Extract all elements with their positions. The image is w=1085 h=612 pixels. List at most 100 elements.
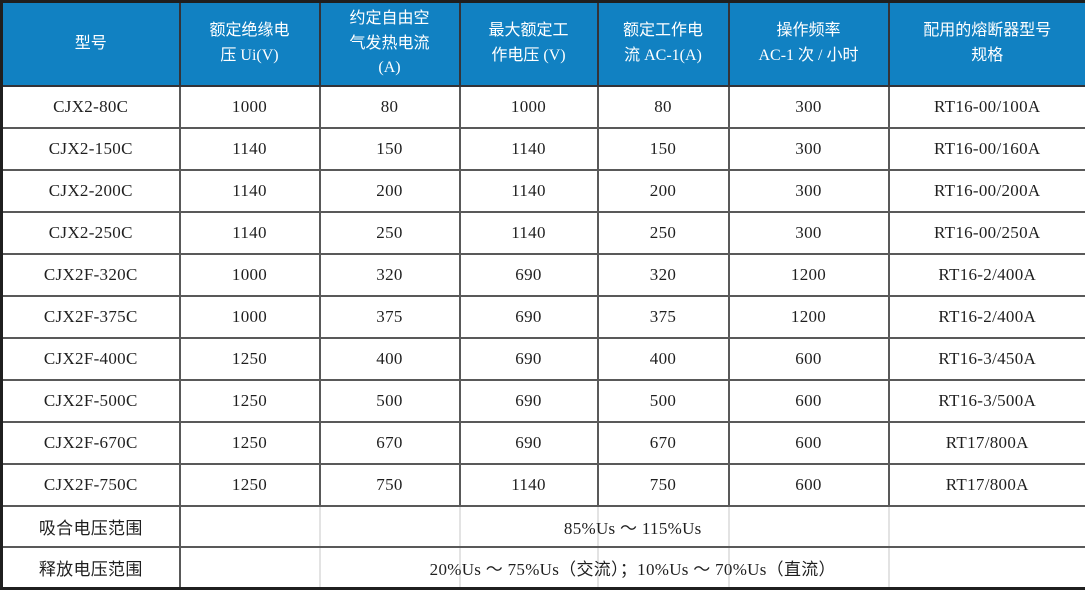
table-cell: 1000 <box>458 85 599 129</box>
faint-column-divider <box>596 508 599 545</box>
cell-fuse: RT16-00/200A <box>887 169 1085 213</box>
table-row: CJX2F-750C 1250 750 1140 750 600 RT17/80… <box>0 463 1085 507</box>
table-cell: 1250 <box>178 379 321 423</box>
table-cell: 375 <box>596 295 730 339</box>
faint-column-divider <box>887 548 890 587</box>
cell-fuse: RT16-00/100A <box>887 85 1085 129</box>
table-cell: 670 <box>318 421 461 465</box>
cell-model: CJX2F-500C <box>0 379 181 423</box>
faint-column-divider <box>887 508 890 545</box>
faint-column-divider <box>318 548 321 587</box>
contactor-spec-table: 型号 额定绝缘电 压 Ui(V) 约定自由空 气发热电流 (A) 最大额定工 作… <box>0 0 1085 590</box>
table-row: CJX2-80C 1000 80 1000 80 300 RT16-00/100… <box>0 85 1085 129</box>
cell-fuse: RT16-3/450A <box>887 337 1085 381</box>
table-cell: 690 <box>458 379 599 423</box>
table-cell: 750 <box>318 463 461 507</box>
cell-model: CJX2-150C <box>0 127 181 171</box>
table-row: CJX2F-320C 1000 320 690 320 1200 RT16-2/… <box>0 253 1085 297</box>
table-cell: 400 <box>596 337 730 381</box>
cell-model: CJX2-200C <box>0 169 181 213</box>
table-cell: 1140 <box>458 463 599 507</box>
table-cell: 1140 <box>178 169 321 213</box>
table-cell: 300 <box>727 127 890 171</box>
faint-column-divider <box>596 548 599 587</box>
table-cell: 150 <box>318 127 461 171</box>
table-header: 型号 额定绝缘电 压 Ui(V) 约定自由空 气发热电流 (A) 最大额定工 作… <box>0 0 1085 87</box>
cell-fuse: RT16-00/160A <box>887 127 1085 171</box>
row-label-pickup-voltage-range: 吸合电压范围 <box>0 505 181 548</box>
table-cell: 300 <box>727 169 890 213</box>
table-cell: 1140 <box>458 127 599 171</box>
table-cell: 1140 <box>178 127 321 171</box>
table-cell: 600 <box>727 379 890 423</box>
table-body: CJX2-80C 1000 80 1000 80 300 RT16-00/100… <box>0 85 1085 590</box>
column-header-free-air-thermal-current: 约定自由空 气发热电流 (A) <box>318 0 461 87</box>
table-cell: 1200 <box>727 253 890 297</box>
cell-model: CJX2-250C <box>0 211 181 255</box>
table-cell: 1250 <box>178 463 321 507</box>
table-cell: 690 <box>458 337 599 381</box>
cell-model: CJX2F-400C <box>0 337 181 381</box>
pickup-voltage-range-text: 85%Us ～ 115%Us <box>563 519 702 538</box>
table-cell: 200 <box>596 169 730 213</box>
pickup-voltage-range-value: 85%Us ～ 115%Us <box>178 505 1085 548</box>
table-cell: 1140 <box>178 211 321 255</box>
table-cell: 375 <box>318 295 461 339</box>
table-cell: 1000 <box>178 253 321 297</box>
table-cell: 500 <box>596 379 730 423</box>
table-cell: 80 <box>596 85 730 129</box>
table-row: CJX2-250C 1140 250 1140 250 300 RT16-00/… <box>0 211 1085 255</box>
table-cell: 320 <box>318 253 461 297</box>
cell-model: CJX2-80C <box>0 85 181 129</box>
table-cell: 1250 <box>178 421 321 465</box>
table-cell: 1250 <box>178 337 321 381</box>
cell-model: CJX2F-375C <box>0 295 181 339</box>
table-row: CJX2-150C 1140 150 1140 150 300 RT16-00/… <box>0 127 1085 171</box>
pickup-voltage-range-row: 吸合电压范围 85%Us ～ 115%Us <box>0 505 1085 548</box>
table-cell: 1000 <box>178 295 321 339</box>
table-cell: 300 <box>727 85 890 129</box>
table-cell: 1140 <box>458 169 599 213</box>
table-cell: 500 <box>318 379 461 423</box>
release-voltage-range-value: 20%Us ～ 75%Us（交流）；10%Us ～ 70%Us（直流） <box>178 546 1085 590</box>
table-row: CJX2F-375C 1000 375 690 375 1200 RT16-2/… <box>0 295 1085 339</box>
table-cell: 1200 <box>727 295 890 339</box>
column-header-model: 型号 <box>0 0 181 87</box>
column-header-rated-insulation-voltage: 额定绝缘电 压 Ui(V) <box>178 0 321 87</box>
table-cell: 600 <box>727 337 890 381</box>
table-row: CJX2F-670C 1250 670 690 670 600 RT17/800… <box>0 421 1085 465</box>
cell-fuse: RT17/800A <box>887 463 1085 507</box>
cell-fuse: RT16-3/500A <box>887 379 1085 423</box>
column-header-rated-operating-current-ac1: 额定工作电 流 AC-1(A) <box>596 0 730 87</box>
table-cell: 600 <box>727 421 890 465</box>
table-cell: 300 <box>727 211 890 255</box>
row-label-release-voltage-range: 释放电压范围 <box>0 546 181 590</box>
column-header-operating-frequency: 操作频率 AC-1 次 / 小时 <box>727 0 890 87</box>
cell-fuse: RT16-2/400A <box>887 253 1085 297</box>
table-cell: 600 <box>727 463 890 507</box>
cell-fuse: RT17/800A <box>887 421 1085 465</box>
table-cell: 250 <box>596 211 730 255</box>
table-cell: 690 <box>458 295 599 339</box>
column-header-fuse-type-spec: 配用的熔断器型号 规格 <box>887 0 1085 87</box>
cell-model: CJX2F-750C <box>0 463 181 507</box>
faint-column-divider <box>727 548 730 587</box>
table-row: CJX2F-500C 1250 500 690 500 600 RT16-3/5… <box>0 379 1085 423</box>
faint-column-divider <box>458 508 461 545</box>
table-cell: 80 <box>318 85 461 129</box>
table-cell: 400 <box>318 337 461 381</box>
table-cell: 1000 <box>178 85 321 129</box>
cell-fuse: RT16-2/400A <box>887 295 1085 339</box>
cell-model: CJX2F-320C <box>0 253 181 297</box>
faint-column-divider <box>318 508 321 545</box>
table-cell: 690 <box>458 421 599 465</box>
release-voltage-range-row: 释放电压范围 20%Us ～ 75%Us（交流）；10%Us ～ 70%Us（直… <box>0 546 1085 590</box>
table-row: CJX2F-400C 1250 400 690 400 600 RT16-3/4… <box>0 337 1085 381</box>
table-cell: 250 <box>318 211 461 255</box>
column-header-max-rated-operating-voltage: 最大额定工 作电压 (V) <box>458 0 599 87</box>
header-row: 型号 额定绝缘电 压 Ui(V) 约定自由空 气发热电流 (A) 最大额定工 作… <box>0 0 1085 87</box>
cell-fuse: RT16-00/250A <box>887 211 1085 255</box>
cell-model: CJX2F-670C <box>0 421 181 465</box>
table-cell: 1140 <box>458 211 599 255</box>
